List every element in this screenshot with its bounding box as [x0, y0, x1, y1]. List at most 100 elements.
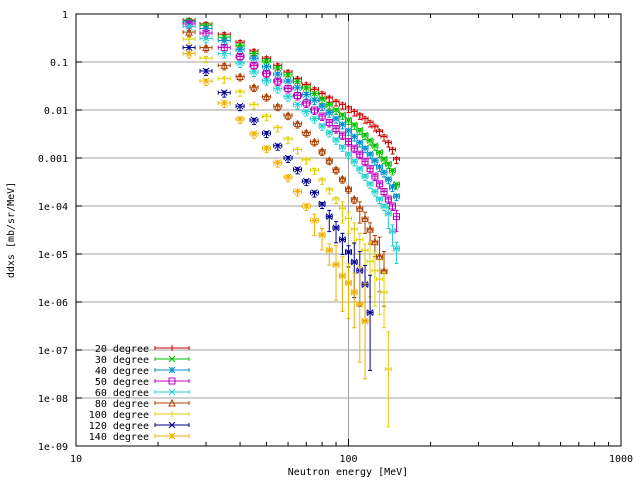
data-point: [392, 192, 400, 202]
data-point: [345, 245, 352, 268]
data-point: [361, 115, 369, 124]
data-point: [345, 116, 352, 125]
data-point: [199, 43, 213, 53]
data-point: [301, 202, 311, 211]
data-point: [338, 121, 346, 130]
data-point: [325, 118, 333, 128]
data-point: [273, 159, 283, 168]
data-point: [332, 165, 340, 175]
data-point: [261, 69, 271, 79]
data-point: [392, 156, 400, 165]
data-point: [332, 195, 340, 204]
data-point: [325, 243, 333, 266]
data-point: [392, 241, 400, 264]
data-point: [356, 232, 364, 256]
data-point: [273, 102, 283, 112]
data-point: [325, 209, 333, 233]
legend-item: 120 degree: [89, 421, 190, 432]
legend-label: 40 degree: [95, 366, 149, 377]
data-point: [217, 89, 231, 98]
data-point: [361, 283, 369, 380]
legend-item: 50 degree: [95, 377, 190, 388]
data-point: [273, 85, 283, 94]
data-point: [199, 35, 213, 44]
data-point: [361, 144, 369, 154]
data-point: [366, 119, 374, 128]
legend-item: 20 degree: [95, 344, 190, 355]
data-point: [350, 272, 358, 329]
data-point: [301, 91, 311, 100]
data-point: [217, 75, 231, 84]
y-tick-label: 1e-05: [38, 250, 68, 261]
data-point: [309, 96, 319, 106]
data-point: [249, 61, 259, 71]
data-point: [376, 149, 384, 158]
data-point: [371, 251, 379, 307]
data-point: [261, 57, 271, 66]
data-point: [293, 166, 303, 175]
legend-item: 30 degree: [95, 355, 190, 366]
series-60-degree: [182, 23, 400, 264]
data-point: [356, 111, 364, 120]
data-point: [261, 92, 271, 102]
data-point: [344, 184, 353, 194]
data-point: [318, 176, 326, 185]
data-point: [376, 180, 384, 189]
data-point: [332, 245, 340, 301]
data-point: [301, 177, 311, 187]
data-point: [384, 331, 392, 428]
data-point: [293, 78, 303, 87]
data-point: [366, 150, 374, 160]
data-point: [388, 202, 396, 211]
data-point: [345, 138, 352, 147]
data-point: [338, 111, 346, 120]
y-tick-label: 0.001: [38, 154, 68, 165]
legend-label: 30 degree: [95, 355, 149, 366]
data-point: [356, 150, 364, 160]
y-tick-label: 1e-09: [38, 442, 68, 453]
data-point: [332, 98, 340, 107]
data-point: [318, 146, 326, 156]
data-point: [283, 135, 293, 144]
data-point: [199, 77, 213, 87]
data-point: [261, 144, 271, 154]
data-point: [361, 131, 369, 141]
data-point: [380, 272, 388, 329]
y-tick-label: 1e-08: [38, 394, 68, 405]
data-point: [235, 59, 245, 69]
series-50-degree: [182, 20, 400, 233]
x-axis-label: Neutron energy [MeV]: [288, 467, 408, 478]
data-point: [217, 37, 231, 46]
data-point: [366, 180, 374, 189]
data-point: [345, 127, 352, 136]
data-point: [338, 101, 346, 110]
data-point: [318, 200, 326, 209]
data-point: [338, 232, 346, 256]
data-point: [345, 105, 352, 113]
legend-item: 40 degree: [95, 366, 190, 377]
data-point: [361, 211, 369, 234]
data-point: [301, 128, 311, 138]
y-tick-label: 1e-07: [38, 346, 68, 357]
data-point: [249, 82, 259, 93]
data-point: [366, 274, 374, 371]
series-140-degree: [182, 50, 369, 380]
data-point: [249, 101, 259, 110]
data-point: [325, 109, 333, 118]
data-point: [301, 156, 311, 165]
data-point: [293, 146, 303, 155]
data-point: [350, 133, 358, 142]
data-point: [388, 146, 396, 155]
data-point: [235, 53, 245, 62]
data-point: [350, 108, 358, 117]
data-point: [217, 50, 231, 59]
data-point: [325, 129, 333, 138]
data-point: [338, 131, 346, 141]
data-point: [345, 150, 352, 160]
data-point: [350, 121, 358, 130]
legend-item: 140 degree: [89, 432, 190, 443]
data-point: [318, 228, 326, 251]
legend-label: 50 degree: [95, 377, 149, 388]
data-point: [309, 137, 319, 147]
data-point: [261, 77, 271, 86]
